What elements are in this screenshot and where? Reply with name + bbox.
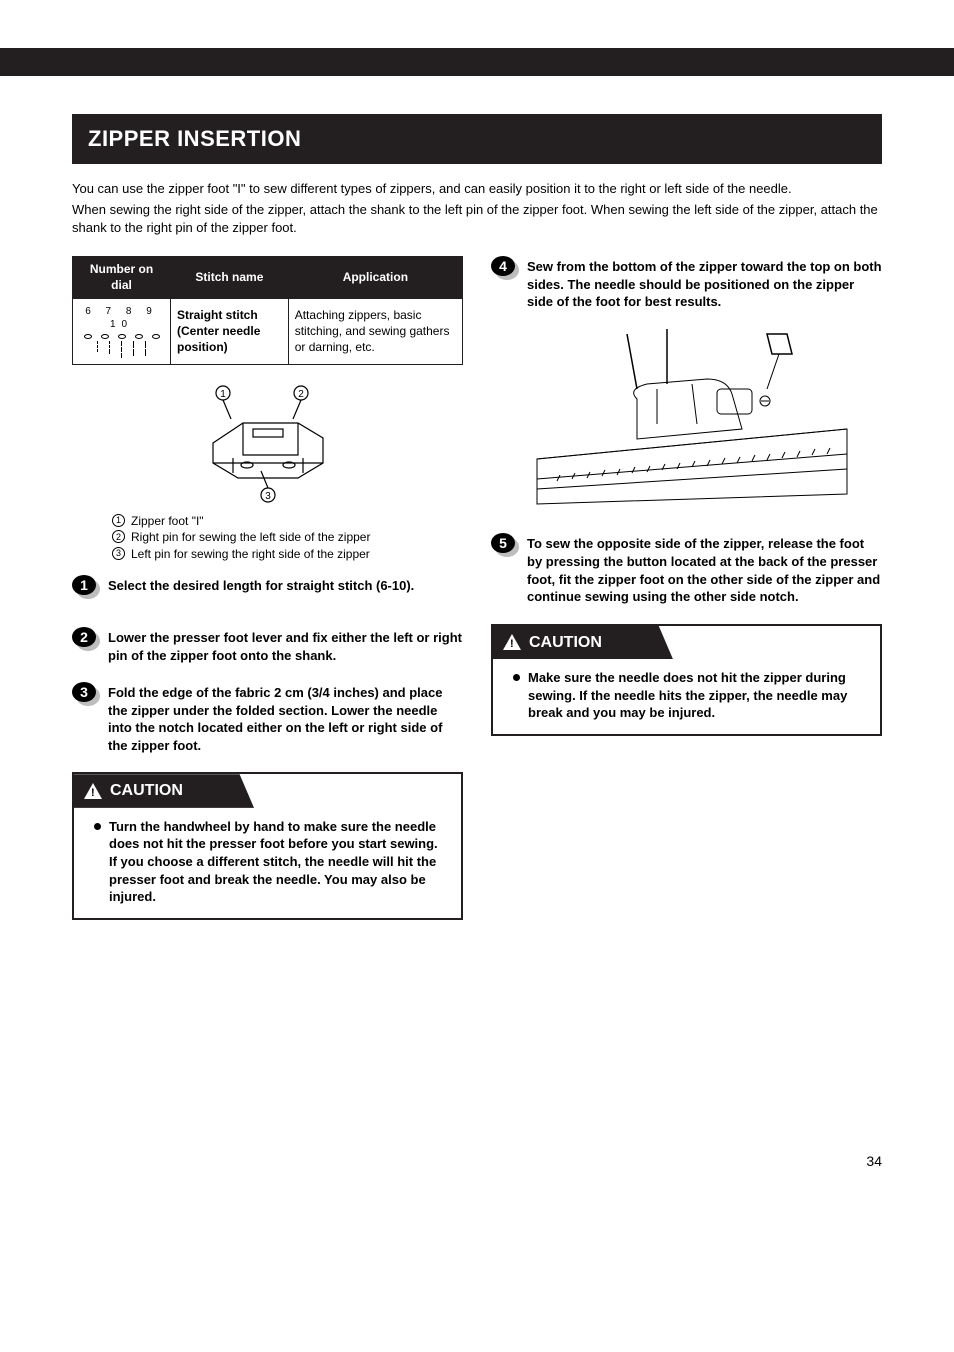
step-number-icon: 1 xyxy=(72,575,98,601)
step-number-icon: 2 xyxy=(72,627,98,653)
warning-icon xyxy=(503,634,521,650)
step-number-icon: 5 xyxy=(491,533,517,559)
step-3: 3 Fold the edge of the fabric 2 cm (3/4 … xyxy=(72,682,463,754)
intro-text: You can use the zipper foot "I" to sew d… xyxy=(72,180,882,239)
dial-cell: 6 7 8 9 10 xyxy=(73,298,171,364)
svg-text:1: 1 xyxy=(220,389,226,400)
step-4: 4 Sew from the bottom of the zipper towa… xyxy=(491,256,882,311)
stitch-name-cell: Straight stitch (Center needle position) xyxy=(171,298,289,364)
svg-text:3: 3 xyxy=(265,491,271,502)
warning-icon xyxy=(84,783,102,799)
figure-legend: 1Zipper foot "I" 2Right pin for sewing t… xyxy=(112,513,463,563)
step-1: 1 Select the desired length for straight… xyxy=(72,575,463,601)
caution-label: CAUTION xyxy=(74,774,254,808)
section-title: ZIPPER INSERTION xyxy=(72,114,882,164)
page-number: 34 xyxy=(72,1152,882,1171)
step-number-icon: 4 xyxy=(491,256,517,282)
table-header: Application xyxy=(288,257,462,298)
svg-text:2: 2 xyxy=(298,389,304,400)
table-header: Number on dial xyxy=(73,257,171,298)
stitch-table: Number on dial Stitch name Application 6… xyxy=(72,256,463,364)
sewing-figure xyxy=(491,329,882,514)
table-header: Stitch name xyxy=(171,257,289,298)
zipper-foot-figure: 1 2 3 xyxy=(72,383,463,503)
step-2: 2 Lower the presser foot lever and fix e… xyxy=(72,627,463,664)
caution-box-2: CAUTION Make sure the needle does not hi… xyxy=(491,624,882,736)
step-5: 5 To sew the opposite side of the zipper… xyxy=(491,533,882,605)
caution-box-1: CAUTION Turn the handwheel by hand to ma… xyxy=(72,772,463,919)
caution-label: CAUTION xyxy=(493,626,673,660)
application-cell: Attaching zippers, basic stitching, and … xyxy=(288,298,462,364)
step-number-icon: 3 xyxy=(72,682,98,708)
